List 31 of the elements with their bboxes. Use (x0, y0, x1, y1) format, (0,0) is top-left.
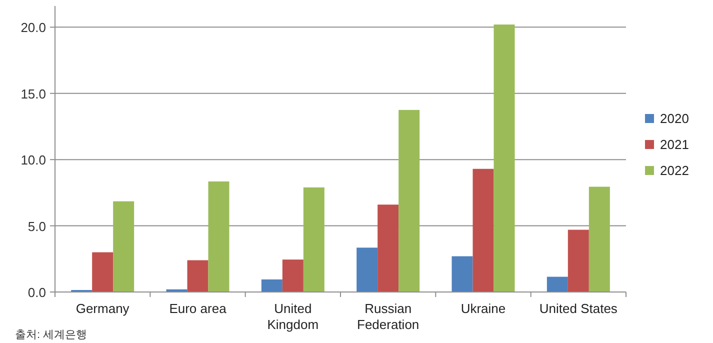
bar (546, 276, 568, 292)
y-tick-label: 20.0 (20, 20, 46, 36)
y-tick-label: 15.0 (20, 86, 46, 102)
legend-label: 2021 (660, 137, 689, 152)
bar (187, 260, 208, 292)
bar (398, 110, 420, 292)
bar (356, 248, 378, 292)
x-tick-label: Ukraine (460, 301, 506, 316)
y-tick-label: 10.0 (20, 152, 46, 168)
y-tick-label: 0.0 (28, 285, 46, 300)
bar (113, 201, 134, 292)
source-note: 출처: 세계은행 (15, 329, 88, 341)
bar (208, 181, 230, 292)
bar (472, 168, 494, 292)
bar (378, 204, 399, 292)
y-tick-label: 5.0 (28, 218, 46, 234)
x-tick-label: Russian Federation (357, 301, 420, 332)
bar (303, 187, 324, 292)
x-tick-label: Euro area (169, 301, 228, 316)
legend-label: 2022 (660, 163, 689, 178)
bar (261, 279, 282, 292)
bar (452, 256, 473, 292)
legend-label: 2020 (660, 111, 689, 126)
bar (588, 186, 610, 292)
bar (92, 252, 114, 292)
bar (282, 260, 304, 292)
x-tick-label: United Kingdom (267, 301, 319, 332)
bar (568, 230, 589, 292)
x-tick-label: United States (539, 301, 618, 316)
bar (494, 24, 515, 292)
x-tick-label: Germany (76, 301, 130, 316)
